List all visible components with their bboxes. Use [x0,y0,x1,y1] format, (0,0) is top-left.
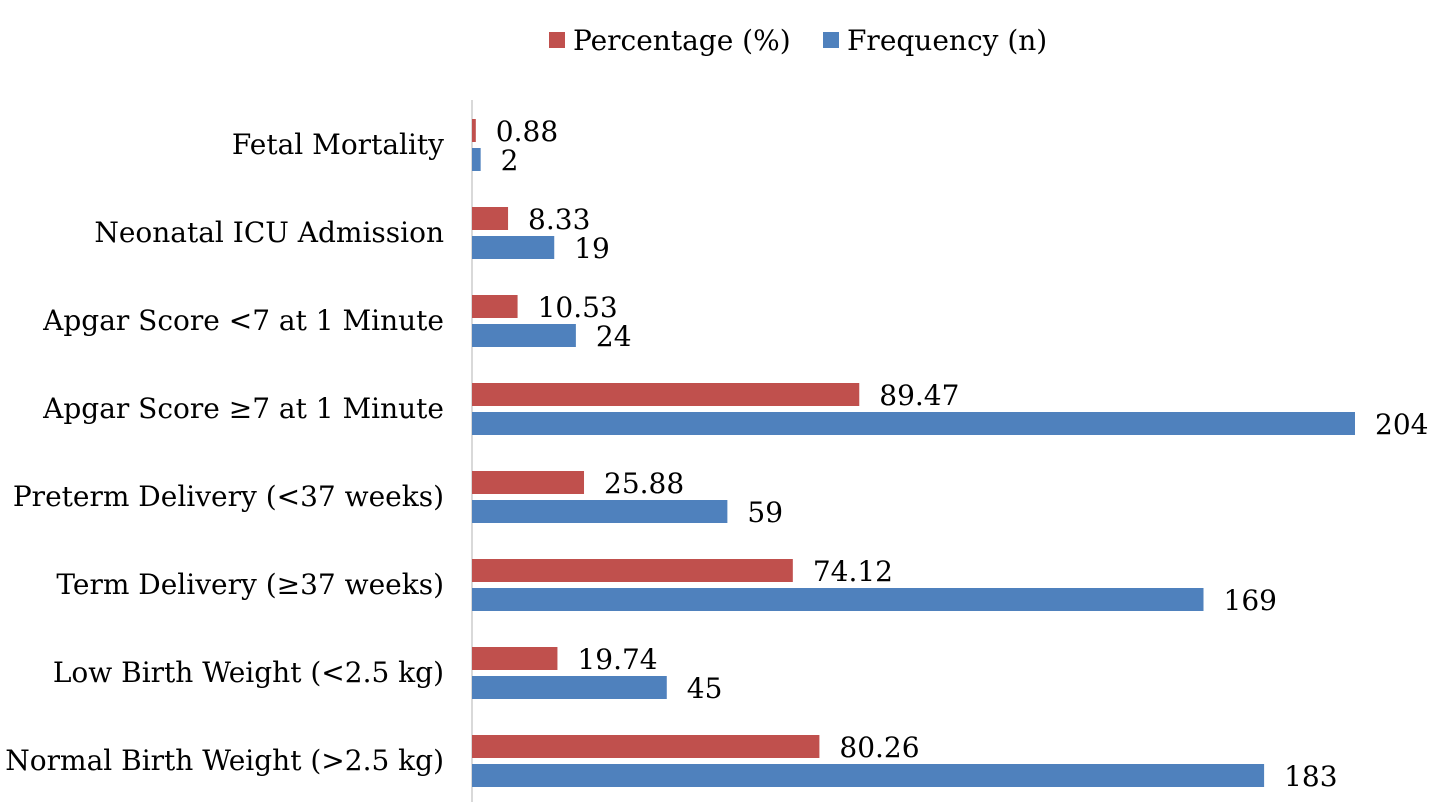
bar-percentage [472,295,518,318]
data-label-frequency: 204 [1375,408,1428,441]
data-label-frequency: 183 [1284,760,1337,793]
bar-percentage [472,647,558,670]
bar-percentage [472,735,820,758]
category-labels: Fetal Mortality Neonatal ICU Admission Apg… [5,128,444,777]
data-label-frequency: 24 [596,320,632,353]
category-label: Term Delivery (≥37 weeks) [56,568,444,601]
legend-label: Percentage (%) [573,24,791,57]
data-label-percentage: 80.26 [839,731,919,764]
bar-percentage [472,383,860,406]
data-label-percentage: 0.88 [496,115,558,148]
data-label-frequency: 2 [501,144,519,177]
data-label-frequency: 59 [747,496,783,529]
data-label-percentage: 25.88 [604,467,684,500]
bar-frequency [472,412,1355,435]
category-label: Apgar Score ≥7 at 1 Minute [42,392,444,425]
category-label: Apgar Score <7 at 1 Minute [42,304,444,337]
category-label: Neonatal ICU Admission [94,216,444,249]
category-label: Low Birth Weight (<2.5 kg) [53,656,444,689]
bar-percentage [472,119,476,142]
bar-percentage [472,559,793,582]
bar-frequency [472,500,728,523]
data-label-percentage: 10.53 [538,291,618,324]
data-label-percentage: 74.12 [813,555,893,588]
bar-percentage [472,207,509,230]
legend: Percentage (%) Frequency (n) [549,24,1047,57]
legend-label: Frequency (n) [847,24,1047,57]
data-label-frequency: 169 [1224,584,1277,617]
category-label: Normal Birth Weight (>2.5 kg) [5,744,444,777]
data-label-percentage: 19.74 [577,643,657,676]
data-label-frequency: 45 [687,672,723,705]
category-label: Fetal Mortality [232,128,444,161]
bar-frequency [472,764,1265,787]
data-label-frequency: 19 [574,232,610,265]
bar-frequency [472,588,1204,611]
legend-swatch [823,32,839,48]
data-label-percentage: 89.47 [879,379,959,412]
data-label-percentage: 8.33 [528,203,590,236]
bars [472,119,1355,787]
legend-swatch [549,32,565,48]
bar-frequency [472,324,576,347]
category-label: Preterm Delivery (<37 weeks) [13,480,444,513]
bar-frequency [472,148,481,171]
bar-frequency [472,236,555,259]
bar-frequency [472,676,667,699]
bar-percentage [472,471,585,494]
